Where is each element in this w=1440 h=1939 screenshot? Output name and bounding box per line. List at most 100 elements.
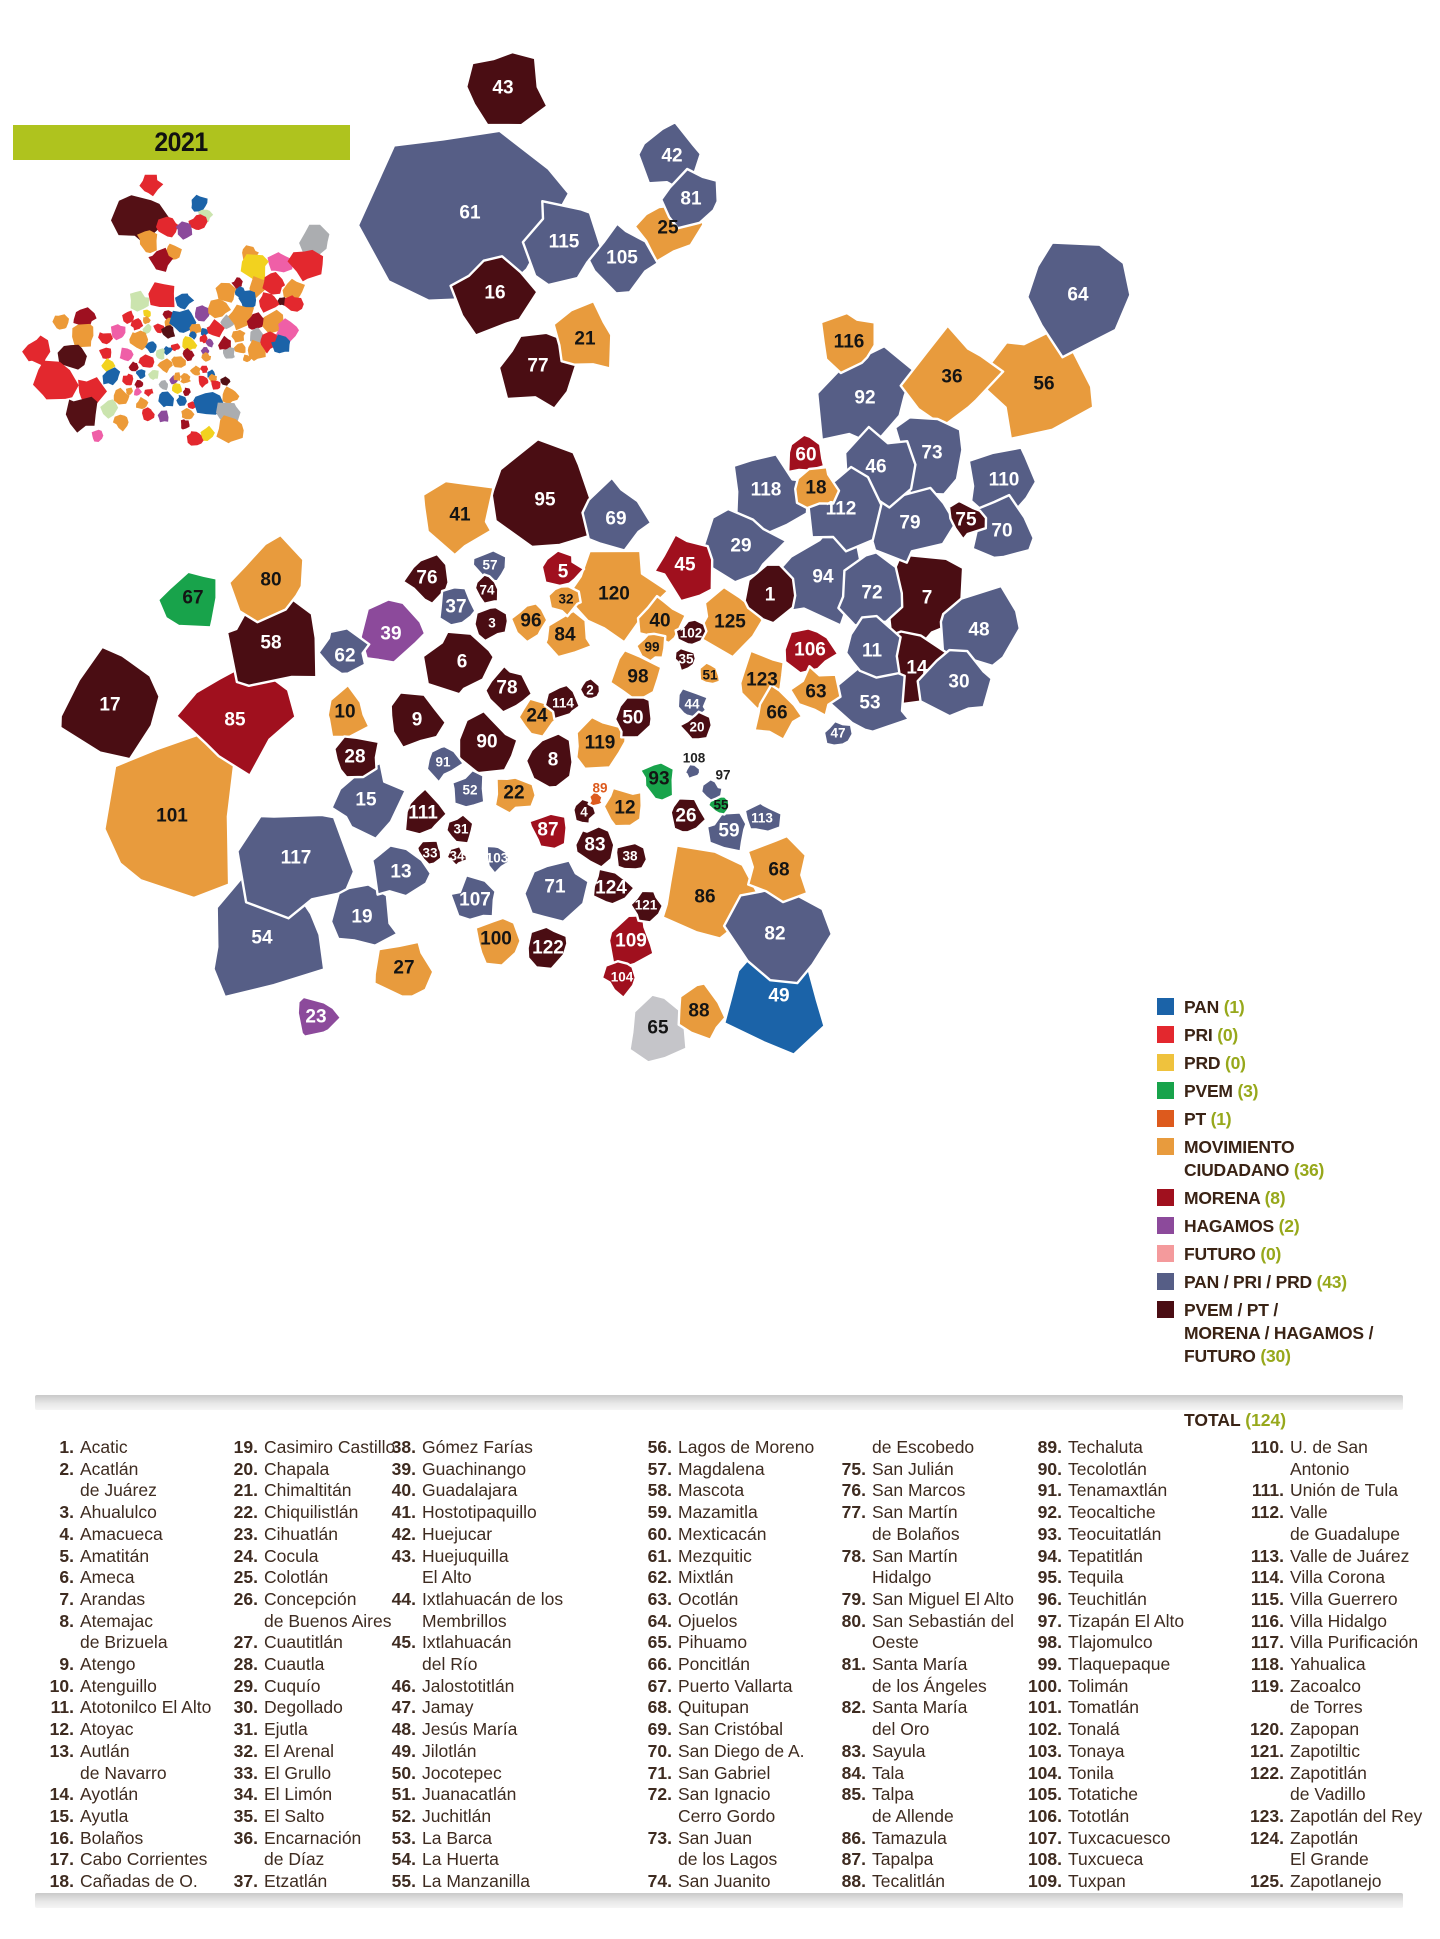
map-region-label-15: 15 [355, 790, 377, 811]
list-item-number: 22. [233, 1502, 258, 1523]
list-item-name: de Vadillo [1290, 1784, 1366, 1805]
map-region-6 [421, 630, 495, 696]
list-item-name: Tonila [1068, 1762, 1114, 1783]
list-item: de Navarro [38, 1763, 211, 1785]
map-region-28 [333, 735, 381, 779]
list-item-number: 92. [1037, 1502, 1062, 1523]
list-column-3: 38. Gómez Farías 39. Guachinango 40. Guadalaj… [378, 1437, 563, 1893]
map-region-label-13: 13 [390, 862, 411, 883]
map-region-12 [602, 786, 643, 828]
list-item-number: 114. [1250, 1567, 1284, 1588]
list-item-number: 94. [1037, 1545, 1062, 1566]
list-item-name: Ojuelos [678, 1610, 738, 1631]
list-item-name: Chiquilistlán [264, 1502, 359, 1523]
inset-region [182, 347, 195, 362]
legend-label-mc: MOVIMIENTO CIUDADANO (36) [1184, 1137, 1325, 1180]
list-item-name: Cuautla [264, 1654, 325, 1675]
map-region-11 [844, 614, 902, 679]
list-item: 96. Teuchitlán [1008, 1589, 1184, 1611]
map-region-label-17: 17 [99, 695, 120, 716]
list-item-name: Casimiro Castillo [264, 1437, 396, 1457]
map-region-36 [899, 324, 1005, 428]
legend-swatch-ppp [1157, 1273, 1174, 1290]
list-item-name: Tala [872, 1762, 905, 1783]
map-region-48 [939, 584, 1021, 668]
inset-region [200, 425, 215, 441]
list-column-6: 89. Techaluta 90. Tecolotlán 91. Tenamaxtlán 9… [1008, 1437, 1184, 1893]
map-region-label-55: 55 [713, 798, 729, 813]
list-item-name: San Gabriel [678, 1762, 771, 1783]
list-item-number: 77. [841, 1502, 866, 1523]
list-item-name: Acatlán [80, 1458, 139, 1479]
list-item-name: Valle de Juárez [1290, 1545, 1410, 1566]
list-item-name: de Guadalupe [1290, 1523, 1400, 1544]
list-item-name: Jalostotitlán [422, 1675, 515, 1696]
list-item: 78. San Martín [824, 1546, 1014, 1568]
list-item-name: Teocuitatlán [1068, 1523, 1162, 1544]
list-item: Antonio [1228, 1459, 1422, 1481]
inset-region [164, 243, 182, 260]
list-item-name: Tecalitlán [872, 1871, 945, 1892]
map-region-label-52: 52 [462, 783, 477, 798]
list-item: 30. Degollado [222, 1697, 395, 1719]
list-item-name: Tecolotlán [1068, 1458, 1147, 1479]
list-item-number: 11. [50, 1697, 74, 1718]
list-item-name: Jamay [422, 1697, 474, 1718]
map-region-label-33: 33 [422, 846, 438, 861]
list-item: 90. Tecolotlán [1008, 1459, 1184, 1481]
map-region-78 [484, 664, 534, 714]
inset-region [208, 299, 231, 319]
map-region-label-94: 94 [812, 567, 834, 588]
map-region-label-60: 60 [795, 445, 816, 466]
list-item-name: La Barca [422, 1827, 493, 1848]
inset-region [110, 324, 126, 341]
map-region-62 [317, 627, 371, 676]
list-item-name: Oeste [872, 1632, 919, 1653]
legend-label-pvem: PVEM (3) [1184, 1081, 1259, 1101]
list-item: 65. Pihuamo [628, 1632, 814, 1654]
list-item-name: Valle [1290, 1502, 1328, 1523]
list-item: 13. Autlán [38, 1741, 211, 1763]
list-item-name: Acatic [80, 1437, 128, 1457]
map-region-label-45: 45 [674, 555, 696, 576]
list-item-number: 38. [391, 1437, 416, 1457]
list-column-7: 110. U. de San Antonio 111. Unión de Tula 112… [1228, 1437, 1422, 1893]
map-region-88 [677, 982, 727, 1041]
map-region-50 [613, 696, 653, 739]
map-region-label-63: 63 [805, 682, 826, 703]
list-item-number: 118. [1250, 1654, 1284, 1675]
list-item: de Buenos Aires [222, 1611, 395, 1633]
list-item-name: Teocaltiche [1068, 1502, 1156, 1523]
list-item-name: Zacoalco [1290, 1675, 1362, 1696]
list-item: 29. Cuquío [222, 1676, 395, 1698]
map-region-16 [449, 255, 539, 337]
legend-label-futuro: FUTURO (0) [1184, 1244, 1282, 1264]
inset-region [119, 347, 134, 362]
map-region-41 [421, 479, 495, 557]
map-region-89 [587, 790, 605, 808]
list-item: 94. Tepatitlán [1008, 1546, 1184, 1568]
map-region-32 [547, 585, 582, 618]
map-region-71 [523, 859, 590, 923]
map-region-80 [227, 533, 305, 624]
list-item-name: Tomatlán [1068, 1697, 1140, 1718]
inset-region [284, 295, 304, 312]
inset-region [134, 387, 142, 396]
list-item: 33. El Grullo [222, 1763, 395, 1785]
legend-item-morena: MORENA (8) [1157, 1187, 1417, 1210]
inset-region [243, 354, 252, 363]
list-item-number: 50. [391, 1762, 416, 1783]
inset-region [73, 307, 97, 328]
legend-item-pri: PRI (0) [1157, 1024, 1417, 1047]
inset-region [181, 408, 195, 420]
map-region-label-54: 54 [251, 928, 273, 949]
list-item-number: 34. [233, 1784, 258, 1805]
list-item-name: Zapotlán [1290, 1827, 1359, 1848]
list-item-number: 10. [49, 1675, 74, 1696]
list-item-name: Amacueca [80, 1523, 163, 1544]
list-item: 116. Villa Hidalgo [1228, 1611, 1422, 1633]
list-item: 71. San Gabriel [628, 1763, 814, 1785]
inset-region [134, 379, 144, 389]
map-region-23 [296, 995, 343, 1038]
